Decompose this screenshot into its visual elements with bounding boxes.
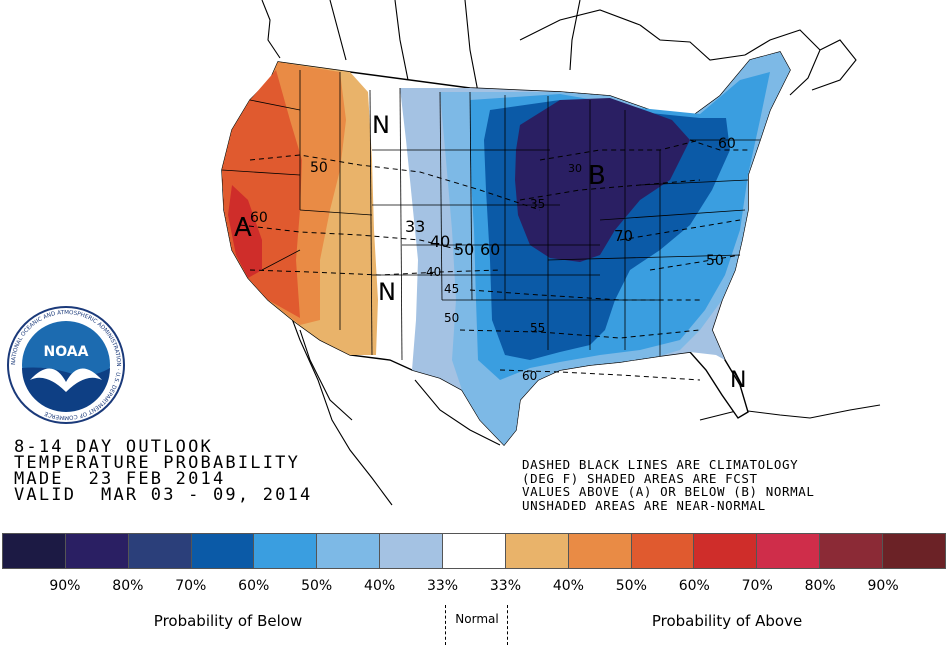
colorbar-tick-label: 70% bbox=[741, 578, 773, 594]
title-line: VALID MAR 03 - 09, 2014 bbox=[14, 485, 313, 505]
contour-label: 60 bbox=[480, 240, 500, 259]
colorbar-tick-label: 70% bbox=[175, 578, 207, 594]
colorbar-swatch bbox=[631, 534, 695, 568]
contour-label: 50 bbox=[444, 311, 459, 325]
bird-icon bbox=[30, 368, 102, 392]
map-legend-note: DASHED BLACK LINES ARE CLIMATOLOGY (DEG … bbox=[522, 458, 932, 512]
above-center-label: A bbox=[234, 213, 252, 243]
colorbar-swatch bbox=[443, 534, 506, 568]
colorbar-swatch bbox=[757, 534, 821, 568]
temperature-outlook-map: A B N N N 50 60 33 40 50 60 30 35 70 60 … bbox=[7, 0, 881, 506]
probability-colorbar bbox=[2, 533, 946, 569]
colorbar-tick-label: 90% bbox=[49, 578, 81, 594]
title-line: TEMPERATURE PROBABILITY bbox=[14, 453, 301, 473]
climatology-contours bbox=[239, 139, 750, 381]
colorbar-swatch bbox=[505, 534, 569, 568]
colorbar-tick-label: 40% bbox=[552, 578, 584, 594]
colorbar-tick-label: 50% bbox=[615, 578, 647, 594]
note-line: DASHED BLACK LINES ARE CLIMATOLOGY bbox=[522, 457, 799, 472]
contour-label: 55 bbox=[530, 321, 545, 335]
contour-label: 60 bbox=[718, 136, 736, 152]
contour-label: 45 bbox=[444, 282, 459, 296]
colorbar-swatch bbox=[3, 534, 66, 568]
colorbar-swatch bbox=[883, 534, 945, 568]
state-boundaries bbox=[221, 70, 760, 361]
colorbar-tick-label: 60% bbox=[678, 578, 710, 594]
normal-category-label: Normal bbox=[455, 612, 499, 626]
colorbar-tick-label: 33% bbox=[426, 578, 459, 594]
colorbar-swatch bbox=[65, 534, 129, 568]
boundary-lines bbox=[261, 0, 881, 506]
contour-label: 50 bbox=[310, 160, 328, 176]
normal-label-florida: N bbox=[730, 368, 746, 393]
noaa-logo: NOAA NATIONAL OCEANIC AND ATMOSPHERIC AD… bbox=[7, 306, 125, 424]
colorbar-swatch bbox=[694, 534, 758, 568]
colorbar-tick-label: 90% bbox=[867, 578, 899, 594]
contour-label: 33 bbox=[405, 217, 425, 236]
contour-label: 35 bbox=[530, 197, 545, 211]
colorbar-swatch bbox=[317, 534, 381, 568]
contour-label: 40 bbox=[430, 232, 450, 251]
logo-text: NOAA bbox=[44, 344, 89, 360]
colorbar-tick-label: 60% bbox=[238, 578, 270, 594]
contour-label: 60 bbox=[522, 369, 537, 383]
normal-divider-right bbox=[507, 605, 508, 645]
contour-label: 50 bbox=[454, 240, 474, 259]
contour-label: 30 bbox=[568, 162, 582, 175]
title-line: 8-14 DAY OUTLOOK bbox=[14, 437, 213, 457]
normal-label-center: N bbox=[378, 278, 396, 306]
above-70-area bbox=[228, 185, 262, 278]
colorbar-tick-label: 80% bbox=[112, 578, 144, 594]
colorbar-tick-label: 80% bbox=[804, 578, 836, 594]
colorbar-tick-label: 50% bbox=[301, 578, 333, 594]
contour-value-labels: 50 60 33 40 50 60 30 35 70 60 50 40 45 5… bbox=[250, 136, 736, 383]
colorbar-tick-label: 40% bbox=[364, 578, 396, 594]
outlook-title-block: 8-14 DAY OUTLOOK TEMPERATURE PROBABILITY… bbox=[14, 437, 354, 505]
contour-label: 50 bbox=[706, 253, 724, 269]
normal-divider-left bbox=[445, 605, 446, 645]
colorbar-swatch bbox=[128, 534, 192, 568]
colorbar-swatch bbox=[380, 534, 444, 568]
colorbar-swatch bbox=[568, 534, 632, 568]
above-category-label: Probability of Above bbox=[651, 612, 803, 630]
colorbar-swatch bbox=[254, 534, 318, 568]
note-line: VALUES ABOVE (A) OR BELOW (B) NORMAL bbox=[522, 484, 815, 499]
colorbar-tick-label: 33% bbox=[489, 578, 522, 594]
note-line: (DEG F) SHADED AREAS ARE FCST bbox=[522, 470, 758, 486]
colorbar-swatch bbox=[191, 534, 255, 568]
note-line: UNSHADED AREAS ARE NEAR-NORMAL bbox=[522, 497, 766, 513]
below-center-label: B bbox=[588, 161, 606, 191]
contour-label: 40 bbox=[426, 265, 441, 279]
colorbar-swatch bbox=[820, 534, 884, 568]
title-line: MADE 23 FEB 2014 bbox=[14, 469, 226, 489]
contour-label: 60 bbox=[250, 210, 268, 226]
normal-label-north: N bbox=[372, 111, 390, 139]
contour-label: 70 bbox=[614, 227, 633, 245]
below-70-area bbox=[515, 98, 690, 262]
below-category-label: Probability of Below bbox=[153, 612, 303, 630]
